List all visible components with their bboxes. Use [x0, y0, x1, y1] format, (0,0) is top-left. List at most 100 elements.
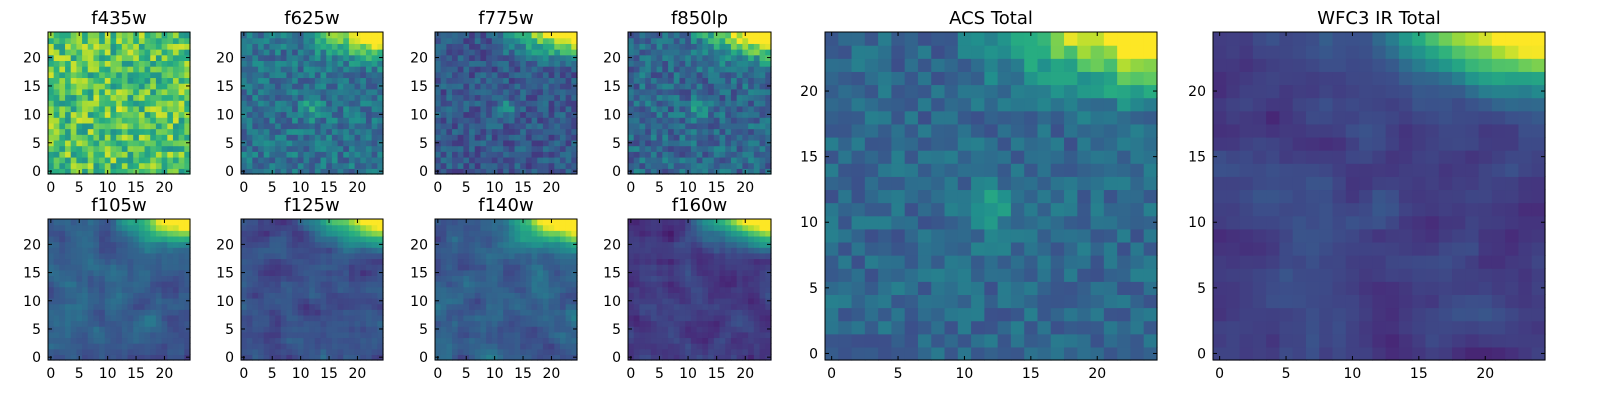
heatmap-cell [269, 139, 276, 147]
heatmap-cell [377, 77, 384, 84]
heatmap-cell [354, 269, 361, 276]
heatmap-cell [457, 134, 464, 141]
heatmap-cell [730, 139, 738, 147]
heatmap-cell [167, 49, 174, 56]
heatmap-cell [673, 326, 681, 333]
heatmap-cell [144, 94, 151, 101]
heatmap-cell [486, 230, 493, 237]
heatmap-cell [531, 326, 538, 333]
heatmap-cell [178, 66, 185, 73]
heatmap-cell [753, 145, 761, 152]
heatmap-cell [280, 264, 288, 271]
heatmap-cell [645, 134, 652, 141]
heatmap-cell [440, 264, 447, 271]
heatmap-cell [650, 139, 658, 147]
y-tick-label: 5 [32, 136, 41, 152]
panel-title: f105w [91, 195, 146, 216]
heatmap-cell [241, 122, 248, 130]
heatmap-cell [559, 343, 567, 350]
heatmap-cell [87, 258, 95, 265]
heatmap-cell [565, 54, 572, 61]
heatmap-cell [639, 292, 646, 299]
heatmap-cell [178, 281, 185, 288]
heatmap-cell [679, 348, 686, 355]
heatmap-cell [161, 320, 168, 327]
heatmap-cell [178, 348, 185, 355]
heatmap-cell [348, 309, 356, 316]
heatmap-cell [377, 247, 384, 254]
heatmap-cell [127, 235, 134, 243]
heatmap-cell [690, 111, 698, 118]
heatmap-cell [246, 337, 253, 344]
heatmap-cell [365, 337, 373, 344]
heatmap-cell [258, 139, 265, 147]
heatmap-cell [365, 128, 373, 135]
heatmap-cell [491, 151, 499, 158]
heatmap-cell [360, 117, 367, 124]
heatmap-cell [87, 32, 95, 39]
heatmap-cell [503, 303, 510, 310]
heatmap-cell [178, 309, 185, 316]
heatmap-cell [702, 43, 709, 50]
heatmap-cell [457, 275, 464, 282]
heatmap-cell [70, 100, 77, 107]
heatmap-cell [331, 337, 339, 344]
heatmap-cell [748, 348, 755, 355]
heatmap-cell [440, 128, 447, 135]
heatmap-cell [753, 122, 761, 130]
heatmap-cell [127, 105, 134, 113]
heatmap-cell [508, 49, 516, 56]
heatmap-cell [639, 49, 646, 56]
heatmap-cell [469, 71, 476, 79]
heatmap-cell [65, 331, 72, 339]
heatmap-cell [320, 258, 327, 265]
heatmap-cell [138, 162, 146, 169]
heatmap-cell [161, 71, 168, 79]
heatmap-cell [320, 314, 327, 322]
heatmap-cell [292, 49, 299, 56]
heatmap-cell [320, 54, 327, 61]
heatmap-cell [503, 224, 510, 231]
heatmap-cell [320, 100, 327, 107]
heatmap-cell [286, 241, 293, 248]
heatmap-cell [76, 326, 83, 333]
heatmap-cell [53, 134, 60, 141]
heatmap-cell [48, 128, 55, 135]
heatmap-cell [719, 281, 726, 288]
x-tick-label: 10 [99, 180, 117, 196]
heatmap-cell [314, 60, 322, 67]
heatmap-cell [371, 49, 378, 56]
heatmap-cell [542, 219, 550, 226]
heatmap-cell [70, 219, 77, 226]
heatmap-cell [144, 32, 151, 39]
heatmap-cell [520, 60, 527, 67]
heatmap-cell [127, 275, 134, 282]
heatmap-cell [354, 60, 361, 67]
heatmap-cell [486, 292, 493, 299]
heatmap-cell [303, 303, 310, 310]
heatmap-cell [337, 54, 344, 61]
heatmap-cell [508, 331, 516, 339]
heatmap-cell [93, 269, 100, 276]
heatmap-cell [537, 66, 544, 73]
heatmap-cell [554, 297, 561, 305]
heatmap-cell [730, 286, 738, 293]
heatmap-cell [365, 162, 373, 169]
heatmap-cell [127, 264, 134, 271]
heatmap-cell [178, 128, 185, 135]
heatmap-cell [679, 54, 686, 61]
heatmap-cell [457, 128, 464, 135]
heatmap-cell [469, 43, 476, 50]
heatmap-cell [144, 281, 151, 288]
heatmap-cell [685, 275, 692, 282]
heatmap-cell [497, 309, 504, 316]
heatmap-cell [452, 264, 459, 271]
heatmap-cell [70, 60, 77, 67]
heatmap-cell [440, 286, 447, 293]
heatmap-cell [463, 151, 470, 158]
heatmap-cell [144, 224, 151, 231]
heatmap-cell [377, 60, 384, 67]
heatmap-cell [167, 117, 174, 124]
heatmap-cell [297, 348, 305, 355]
heatmap-cell [354, 105, 361, 113]
